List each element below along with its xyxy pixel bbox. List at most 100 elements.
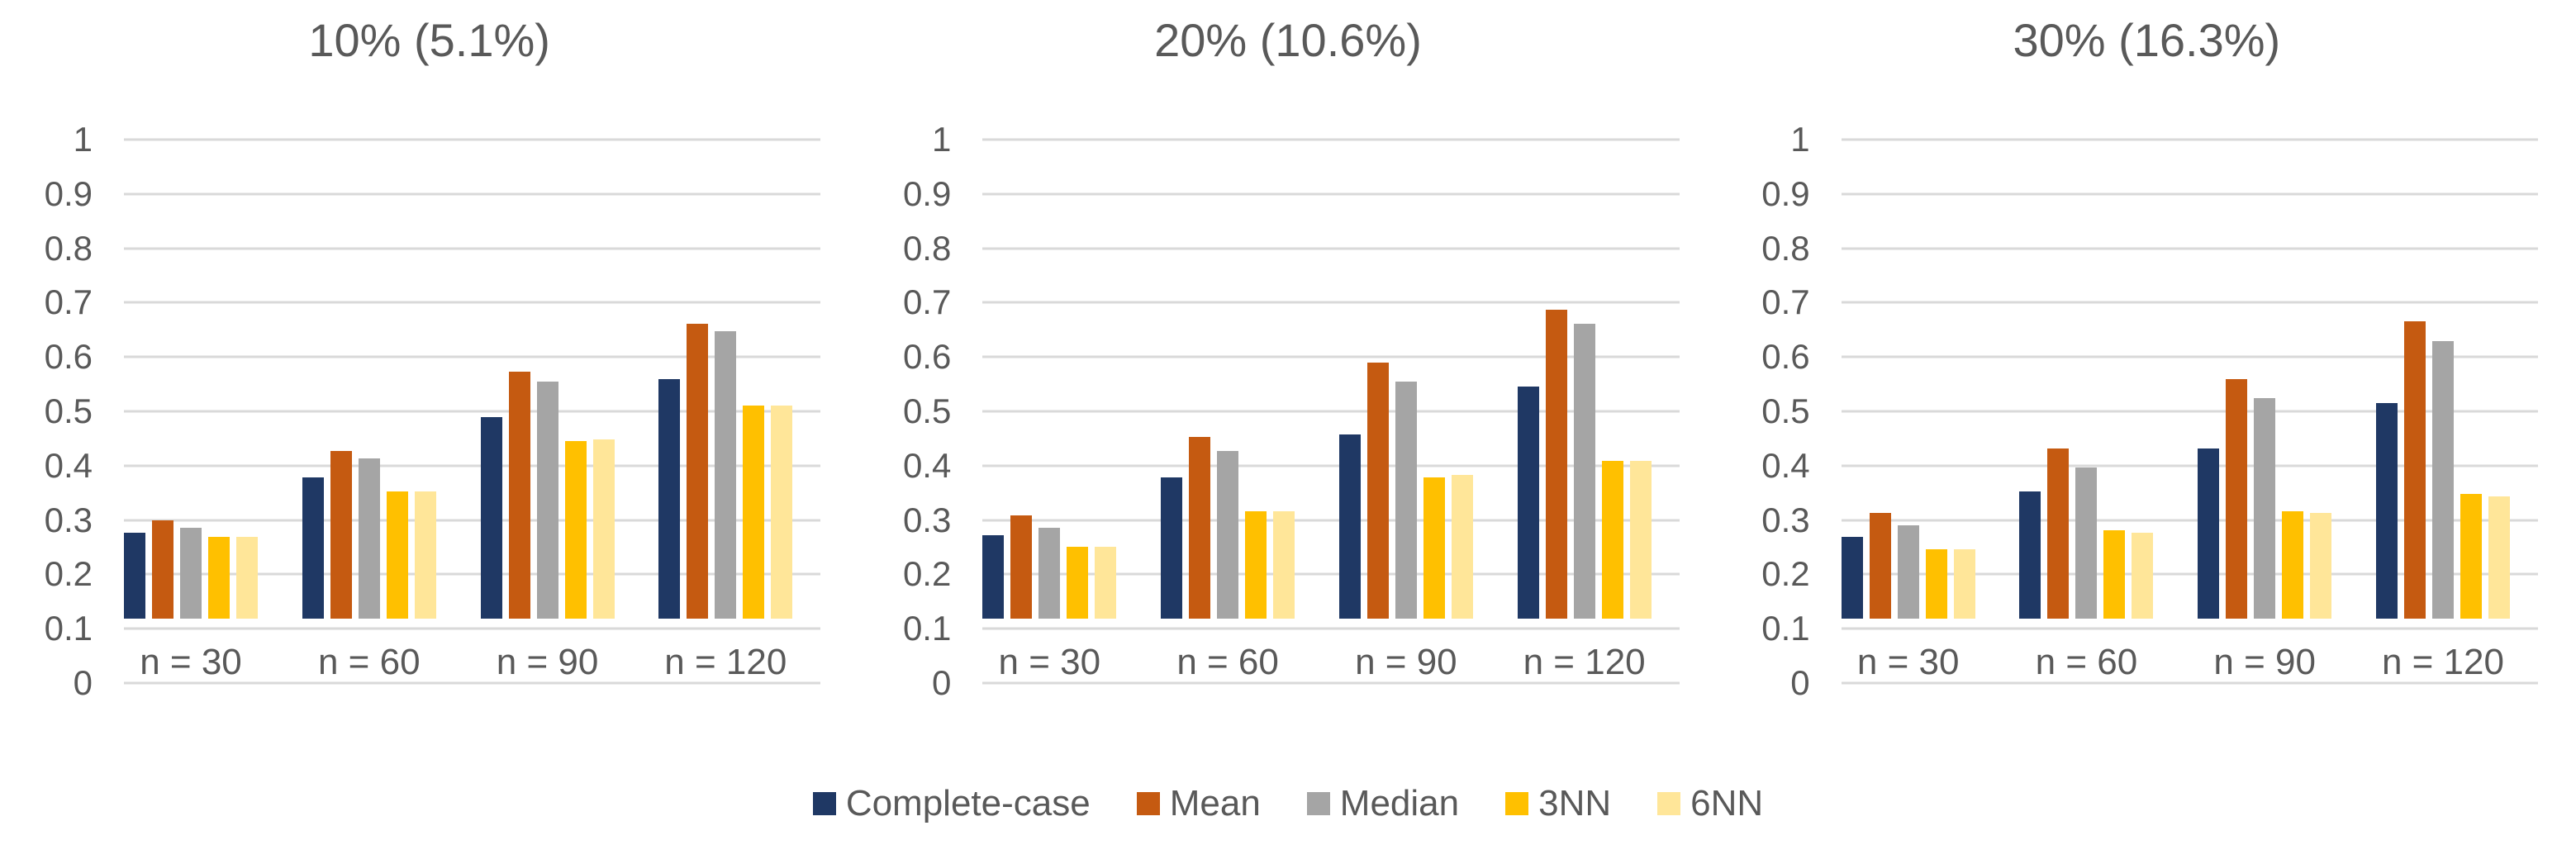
- bar-6nn: [1629, 460, 1652, 619]
- y-tick-label: 0.5: [44, 392, 93, 430]
- bar-groups: n = 30 n = 60 n = 90 n = 120: [1841, 140, 2538, 683]
- y-tick-label: 0.9: [1761, 173, 1810, 213]
- bar-3nn: [743, 405, 765, 619]
- bar-mean: [1189, 436, 1211, 619]
- bars: [2019, 140, 2154, 619]
- legend-item-3nn: 3NN: [1505, 783, 1611, 824]
- bar-3nn: [1245, 510, 1267, 619]
- chart-title: 10% (5.1%): [308, 14, 550, 66]
- bar-complete-case: [1338, 434, 1361, 619]
- bar-mean: [1869, 513, 1891, 619]
- chart-panel: 20% (10.6%) 1 0.9 0.8 0.7 0.6 0.5 0.4 0.3 0.2 0.1…: [858, 0, 1717, 776]
- chart-title: 30% (16.3%): [2013, 14, 2281, 66]
- y-axis: 1 0.9 0.8 0.7 0.6 0.5 0.4 0.3 0.2 0.1 0: [1718, 120, 1823, 702]
- bar-groups: n = 30 n = 60 n = 90 n = 120: [124, 140, 820, 683]
- x-category-label: n = 120: [1523, 642, 1646, 682]
- gridline: [1841, 138, 2538, 141]
- bar-complete-case: [1161, 477, 1183, 619]
- bar-group: n = 30: [124, 140, 258, 683]
- bar-complete-case: [1517, 386, 1539, 619]
- bar-groups: n = 30 n = 60 n = 90 n = 120: [982, 140, 1679, 683]
- bar-6nn: [592, 439, 615, 619]
- bar-6nn: [1273, 510, 1295, 619]
- legend-swatch-icon: [1136, 792, 1160, 815]
- gridline: [982, 519, 1680, 522]
- plot-area: n = 30 n = 60 n = 90 n = 120: [1841, 138, 2538, 685]
- y-tick-label: 0.2: [902, 554, 952, 594]
- bar-complete-case: [124, 532, 145, 619]
- bar-6nn: [2132, 532, 2154, 619]
- x-axis-line: [982, 681, 1680, 685]
- gridline: [124, 247, 821, 250]
- bar-group: n = 30: [982, 140, 1117, 683]
- x-category-label: n = 90: [1355, 642, 1457, 682]
- y-tick-label: 0.1: [1761, 609, 1810, 648]
- bar-median: [715, 331, 737, 619]
- bars: [302, 140, 436, 619]
- bar-group: n = 120: [658, 140, 793, 683]
- bar-complete-case: [1841, 537, 1863, 619]
- gridline: [1841, 192, 2538, 196]
- bar-median: [2431, 340, 2454, 619]
- bar-6nn: [414, 491, 436, 619]
- gridline: [124, 519, 821, 522]
- y-tick-label: 0.1: [44, 609, 93, 648]
- x-axis-line: [1841, 681, 2538, 685]
- bar-3nn: [1067, 547, 1089, 619]
- bar-6nn: [2310, 513, 2332, 619]
- y-tick-label: 0.6: [1761, 337, 1810, 377]
- bar-group: n = 90: [1338, 140, 1473, 683]
- legend-swatch-icon: [1306, 792, 1330, 815]
- gridline: [982, 247, 1680, 250]
- gridline: [1841, 519, 2538, 522]
- gridline: [124, 192, 821, 196]
- x-category-label: n = 30: [998, 642, 1101, 682]
- bars: [2198, 140, 2332, 619]
- x-category-label: n = 60: [317, 642, 421, 682]
- bars: [1517, 140, 1652, 619]
- gridline: [982, 410, 1680, 413]
- legend-label: Mean: [1169, 783, 1261, 823]
- gridline: [982, 138, 1680, 141]
- bar-6nn: [1451, 475, 1473, 619]
- legend-swatch-icon: [812, 792, 836, 815]
- y-tick-label: 0.3: [1761, 500, 1810, 539]
- bar-complete-case: [658, 379, 681, 619]
- bar-mean: [687, 324, 709, 619]
- y-tick-label: 0: [73, 663, 93, 702]
- bars: [658, 140, 793, 619]
- bar-6nn: [2488, 496, 2510, 619]
- x-axis-line: [124, 681, 821, 685]
- gridlines: [1841, 138, 2538, 685]
- bar-3nn: [2460, 494, 2482, 619]
- bar-3nn: [1423, 477, 1445, 619]
- y-tick-label: 0.6: [44, 337, 93, 377]
- bars: [124, 140, 258, 619]
- y-tick-label: 0.4: [1761, 445, 1810, 485]
- bar-6nn: [771, 405, 793, 619]
- y-tick-label: 0.5: [1761, 392, 1810, 430]
- bar-median: [1217, 451, 1239, 619]
- bars: [1161, 140, 1295, 619]
- bar-mean: [330, 451, 352, 619]
- gridline: [124, 138, 821, 141]
- legend-item-median: Median: [1306, 783, 1459, 824]
- y-tick-label: 0.3: [44, 500, 93, 539]
- y-axis: 1 0.9 0.8 0.7 0.6 0.5 0.4 0.3 0.2 0.1 0: [858, 120, 964, 702]
- y-tick-label: 0.8: [1761, 228, 1810, 268]
- bars: [2375, 140, 2510, 619]
- bar-median: [1573, 324, 1595, 619]
- gridline: [1841, 410, 2538, 413]
- y-axis: 1 0.9 0.8 0.7 0.6 0.5 0.4 0.3 0.2 0.1 0: [0, 120, 106, 702]
- gridlines: [124, 138, 821, 685]
- bar-mean: [1545, 309, 1567, 619]
- x-category-label: n = 60: [2035, 642, 2138, 682]
- legend-item-complete-case: Complete-case: [812, 783, 1091, 824]
- bar-6nn: [1095, 547, 1117, 619]
- y-tick-label: 0.5: [902, 392, 952, 430]
- charts-row: 10% (5.1%) 1 0.9 0.8 0.7 0.6 0.5 0.4 0.3 0.2 0.1 0…: [0, 0, 2538, 776]
- y-tick-label: 0: [1790, 663, 1810, 702]
- legend-label: 6NN: [1690, 783, 1764, 823]
- legend-label: 3NN: [1538, 783, 1612, 823]
- bars: [982, 140, 1117, 619]
